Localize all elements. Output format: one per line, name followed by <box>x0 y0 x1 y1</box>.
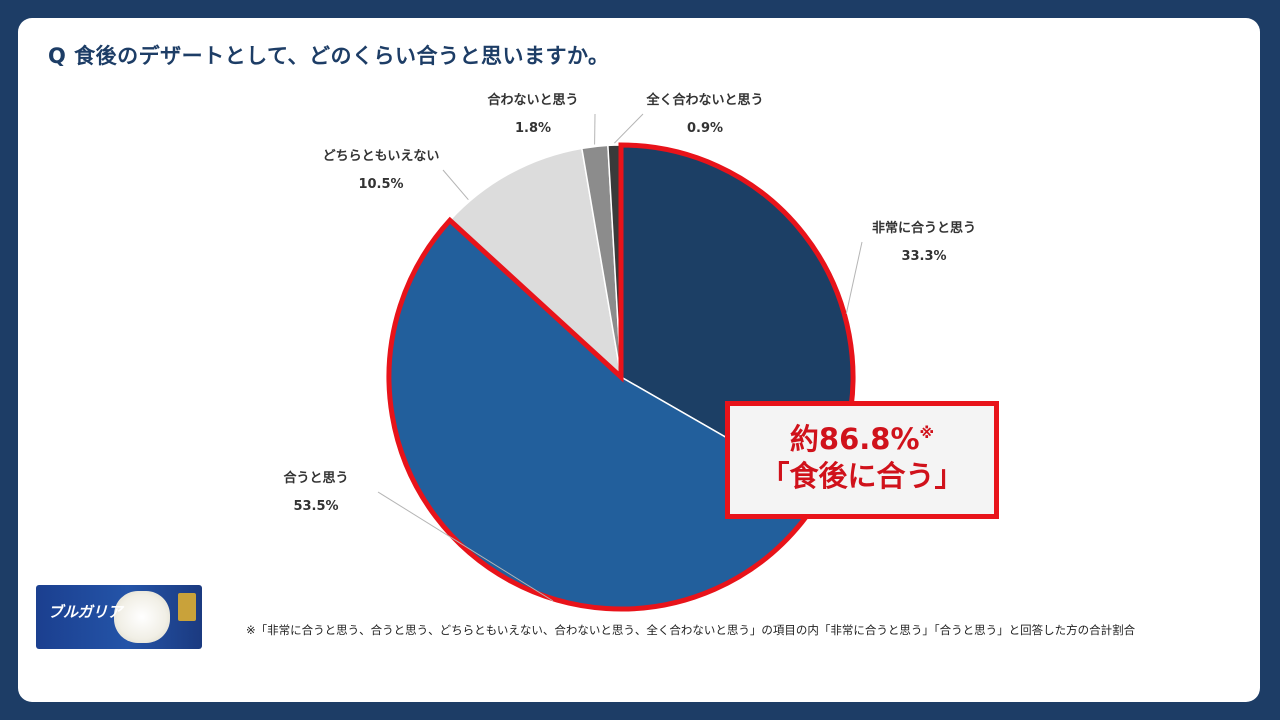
leader-line-合うと思う <box>377 491 554 602</box>
slice-label-非常に合うと思う: 非常に合うと思う <box>872 220 976 236</box>
slice-value-全く合わないと思う: 0.9% <box>687 121 723 136</box>
callout-value-line: 約86.8%※ <box>730 421 994 457</box>
leader-line-全く合わないと思う <box>614 113 644 144</box>
product-logo: ブルガリア <box>48 603 123 621</box>
callout-value: 約86.8% <box>789 422 920 456</box>
leader-line-どちらともいえない <box>442 169 469 200</box>
total-callout: 約86.8%※ 「食後に合う」 <box>725 401 999 519</box>
dessert-bar-image <box>114 591 170 643</box>
slice-value-合うと思う: 53.5% <box>293 499 338 514</box>
pie-slice-どちらともいえない <box>448 147 623 380</box>
slice-label-どちらともいえない: どちらともいえない <box>323 149 440 164</box>
question-title: Q 食後のデザートとして、どのくらい合うと思いますか。 <box>48 44 610 68</box>
product-badge <box>178 593 196 621</box>
slice-value-合わないと思う: 1.8% <box>515 121 551 136</box>
slice-label-全く合わないと思う: 全く合わないと思う <box>645 92 763 108</box>
highlight-outline <box>386 142 856 612</box>
product-package-image: ブルガリア <box>36 585 202 649</box>
callout-label: 「食後に合う」 <box>760 459 964 493</box>
slice-value-どちらともいえない: 10.5% <box>358 177 403 192</box>
footnote: ※「非常に合うと思う、合うと思う、どちらともいえない、合わないと思う、全く合わな… <box>246 623 1136 637</box>
slice-value-非常に合うと思う: 33.3% <box>901 249 946 264</box>
leader-line-非常に合うと思う <box>845 241 863 314</box>
slice-label-合うと思う: 合うと思う <box>283 470 348 486</box>
callout-mark: ※ <box>919 424 935 442</box>
slice-label-合わないと思う: 合わないと思う <box>487 92 578 108</box>
